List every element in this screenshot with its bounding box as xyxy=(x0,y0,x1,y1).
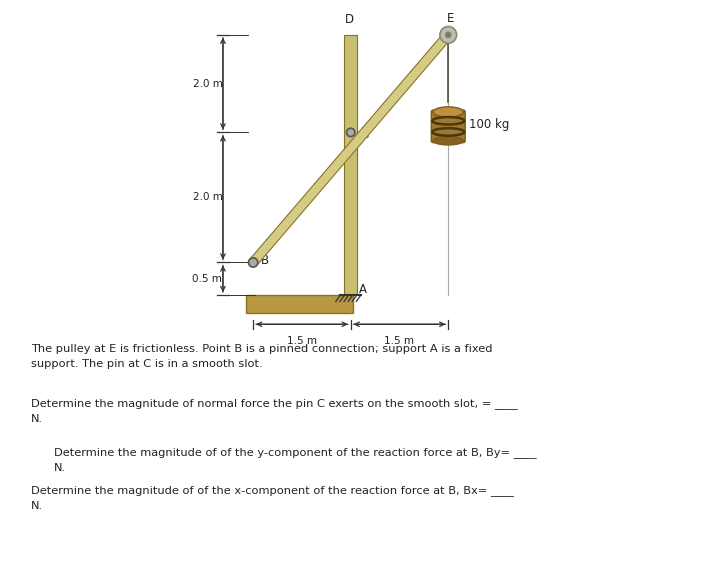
FancyBboxPatch shape xyxy=(344,35,357,295)
FancyBboxPatch shape xyxy=(246,295,353,312)
Ellipse shape xyxy=(433,107,464,117)
Circle shape xyxy=(346,128,355,137)
Text: B: B xyxy=(261,253,269,266)
Polygon shape xyxy=(250,32,451,265)
Text: 100 kg: 100 kg xyxy=(469,117,509,130)
Text: 2.0 m: 2.0 m xyxy=(193,192,223,202)
Circle shape xyxy=(446,32,451,38)
Text: 1.5 m: 1.5 m xyxy=(384,336,415,346)
Text: Determine the magnitude of of the x-component of the reaction force at B, Bx= __: Determine the magnitude of of the x-comp… xyxy=(31,486,514,511)
Circle shape xyxy=(248,258,258,267)
Circle shape xyxy=(440,26,456,43)
Text: 0.5 m: 0.5 m xyxy=(192,274,222,284)
Text: 1.5 m: 1.5 m xyxy=(287,336,317,346)
Text: E: E xyxy=(447,12,454,25)
Text: A: A xyxy=(359,283,367,296)
Text: D: D xyxy=(345,13,354,26)
Text: Determine the magnitude of of the y-component of the reaction force at B, By= __: Determine the magnitude of of the y-comp… xyxy=(54,447,536,473)
Text: The pulley at E is frictionless. Point B is a pinned connection; support A is a : The pulley at E is frictionless. Point B… xyxy=(31,344,492,369)
Text: 2.0 m: 2.0 m xyxy=(193,79,223,89)
Ellipse shape xyxy=(433,137,464,145)
Text: Determine the magnitude of normal force the pin C exerts on the smooth slot, = _: Determine the magnitude of normal force … xyxy=(31,398,518,424)
FancyBboxPatch shape xyxy=(431,110,465,143)
Text: C: C xyxy=(360,128,368,141)
